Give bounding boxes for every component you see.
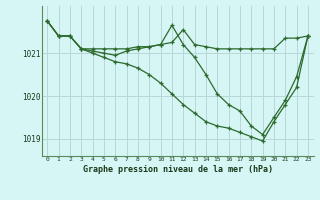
X-axis label: Graphe pression niveau de la mer (hPa): Graphe pression niveau de la mer (hPa) xyxy=(83,165,273,174)
